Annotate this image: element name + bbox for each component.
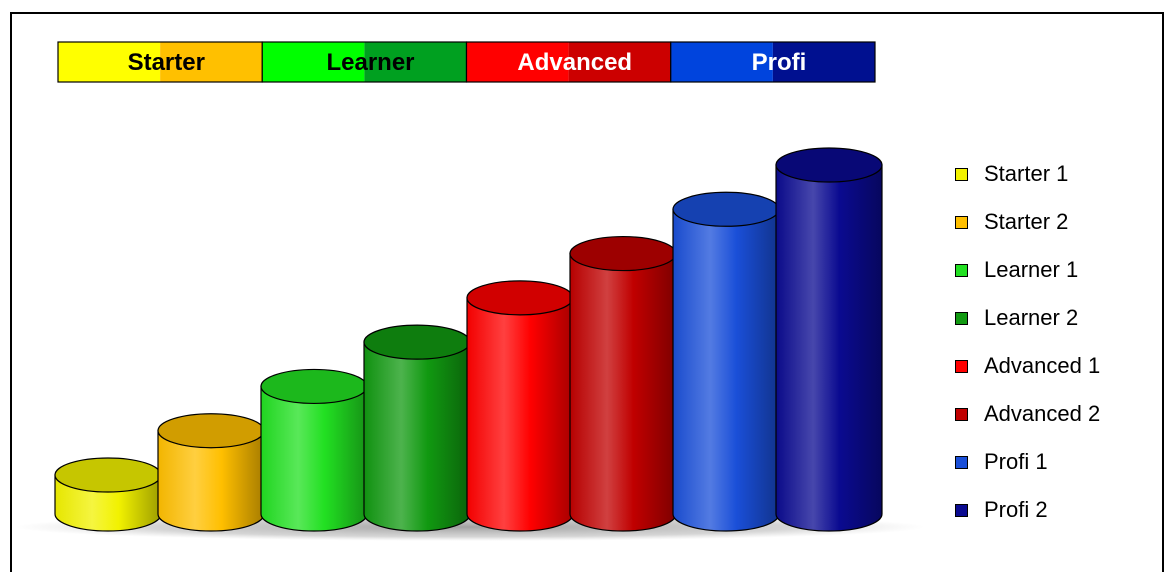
level-starter: Starter	[57, 41, 263, 83]
bar-profi-2	[775, 147, 883, 532]
legend-label-advanced-2: Advanced 2	[984, 401, 1101, 426]
level-advanced: Advanced	[465, 41, 672, 83]
legend-item-profi-2: Profi 2	[955, 486, 1165, 534]
bar-starter-2-body	[157, 430, 265, 532]
legend-swatch-advanced-2	[955, 407, 968, 421]
level-starter-part-1	[58, 42, 161, 82]
bar-starter-2-top	[157, 413, 265, 449]
level-learner-label: Learner	[326, 49, 414, 76]
legend-label-advanced-1: Advanced 1	[984, 353, 1101, 378]
level-starter-part-2	[160, 42, 263, 82]
legend-swatch-learner-1	[955, 263, 968, 277]
bar-learner-1	[260, 368, 368, 532]
level-profi-label: Profi	[752, 49, 807, 76]
bar-learner-2-top	[363, 324, 471, 360]
legend-swatch-starter-1	[955, 167, 968, 181]
legend-item-profi-1: Profi 1	[955, 438, 1165, 486]
bar-advanced-1-body	[466, 297, 574, 532]
level-learner-part-2	[364, 42, 467, 82]
bar-profi-1-top	[672, 191, 780, 227]
bar-profi-1	[672, 191, 780, 532]
level-profi-border	[670, 41, 876, 83]
legend-label-learner-2: Learner 2	[984, 305, 1079, 330]
legend-label-starter-2: Starter 2	[984, 209, 1069, 234]
legend-label-profi-1: Profi 1	[984, 449, 1048, 474]
level-learner-part-1	[262, 42, 365, 82]
bar-learner-1-top	[260, 368, 368, 405]
legend-label-starter-1: Starter 1	[984, 161, 1069, 186]
level-advanced-part-2	[568, 42, 671, 82]
level-learner: Learner	[261, 41, 468, 83]
bar-profi-2-top	[775, 147, 883, 183]
bar-starter-1-top	[54, 457, 162, 493]
legend-item-advanced-1: Advanced 1	[955, 342, 1165, 390]
bar-starter-1	[54, 457, 162, 532]
bar-advanced-2-top	[569, 235, 677, 272]
bar-learner-2	[363, 324, 471, 532]
level-advanced-label: Advanced	[517, 49, 632, 76]
level-bar: Starter Learner Advanced Profi	[57, 41, 876, 83]
bar-learner-2-body	[363, 341, 471, 532]
bar-advanced-2-body	[569, 252, 677, 532]
bar-learner-1-body	[260, 385, 368, 532]
legend-item-starter-1: Starter 1	[955, 150, 1165, 198]
level-profi-part-2	[772, 42, 875, 82]
bars	[54, 147, 883, 532]
legend-swatch-learner-2	[955, 311, 968, 325]
bar-advanced-1-top	[466, 280, 574, 316]
bar-advanced-1	[466, 280, 574, 532]
bar-profi-1-body	[672, 208, 780, 532]
legend-item-learner-1: Learner 1	[955, 246, 1165, 294]
legend-swatch-profi-1	[955, 455, 968, 469]
bar-advanced-2	[569, 235, 677, 532]
bar-profi-2-body	[775, 164, 883, 532]
level-starter-label: Starter	[128, 49, 205, 76]
level-profi: Profi	[670, 41, 876, 83]
legend-swatch-advanced-1	[955, 359, 968, 373]
legend-item-starter-2: Starter 2	[955, 198, 1165, 246]
legend-swatch-profi-2	[955, 503, 968, 517]
legend-item-advanced-2: Advanced 2	[955, 390, 1165, 438]
legend-swatch-starter-2	[955, 215, 968, 229]
bar-starter-2	[157, 413, 265, 532]
legend-label-profi-2: Profi 2	[984, 497, 1048, 522]
legend-label-learner-1: Learner 1	[984, 257, 1079, 282]
legend: Starter 1 Starter 2 Learner 1 Learner 2 Adva…	[955, 150, 1165, 534]
legend-item-learner-2: Learner 2	[955, 294, 1165, 342]
level-advanced-part-1	[466, 42, 569, 82]
level-profi-part-1	[670, 42, 773, 82]
